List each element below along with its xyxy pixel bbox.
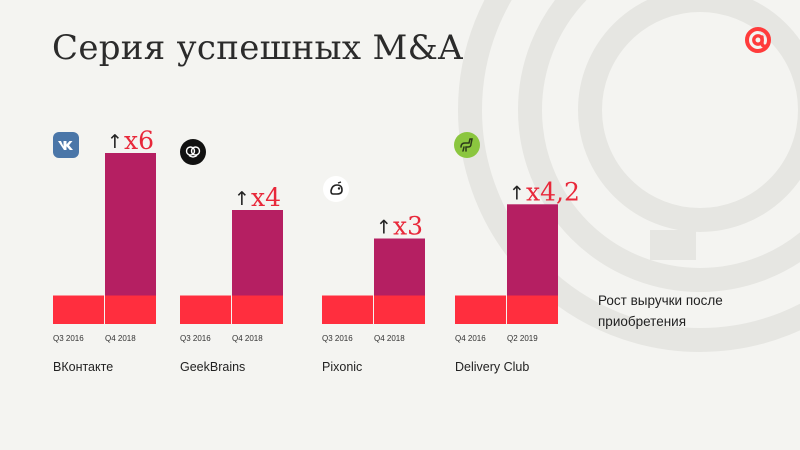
bar-before — [322, 295, 373, 324]
bar-before — [180, 295, 231, 324]
company-name: Pixonic — [322, 360, 362, 374]
bar-after-growth — [105, 153, 156, 296]
page-title: Серия успешных M&A — [52, 28, 463, 68]
company-name: Delivery Club — [455, 360, 529, 374]
x-tick-label: Q3 2016 — [180, 334, 211, 343]
x-tick-label: Q4 2016 — [455, 334, 486, 343]
multiplier-label: x4 — [251, 183, 281, 212]
pixonic-logo-icon — [323, 176, 349, 202]
multiplier-label: x4,2 — [526, 177, 580, 206]
x-tick-label: Q3 2016 — [53, 334, 84, 343]
bar-after-growth — [374, 238, 425, 296]
x-tick-label: Q3 2016 — [322, 334, 353, 343]
x-tick-label: Q4 2018 — [232, 334, 263, 343]
up-arrow-icon: ↑ — [376, 217, 392, 239]
bar-after-base — [374, 295, 425, 324]
bar-after-base — [232, 295, 283, 324]
multiplier-label: x6 — [124, 126, 154, 155]
mail-ru-at-icon — [745, 27, 771, 53]
company-name: ВКонтакте — [53, 360, 113, 374]
bar-after-base — [507, 295, 558, 324]
chart-caption: Рост выручки после приобретения — [598, 293, 723, 329]
bar-before — [53, 295, 104, 324]
up-arrow-icon: ↑ — [509, 182, 525, 204]
bar-before — [455, 295, 506, 324]
delivery-club-logo-icon — [454, 132, 480, 158]
x-tick-label: Q4 2018 — [105, 334, 136, 343]
bar-after-base — [105, 295, 156, 324]
up-arrow-icon: ↑ — [234, 188, 250, 210]
bar-after-growth — [232, 210, 283, 296]
x-tick-label: Q2 2019 — [507, 334, 538, 343]
geekbrains-logo-icon — [180, 139, 206, 165]
company-name: GeekBrains — [180, 360, 245, 374]
multiplier-label: x3 — [393, 212, 423, 241]
up-arrow-icon: ↑ — [107, 131, 123, 153]
bar-after-growth — [507, 204, 558, 296]
vk-logo-icon — [53, 132, 79, 158]
x-tick-label: Q4 2018 — [374, 334, 405, 343]
